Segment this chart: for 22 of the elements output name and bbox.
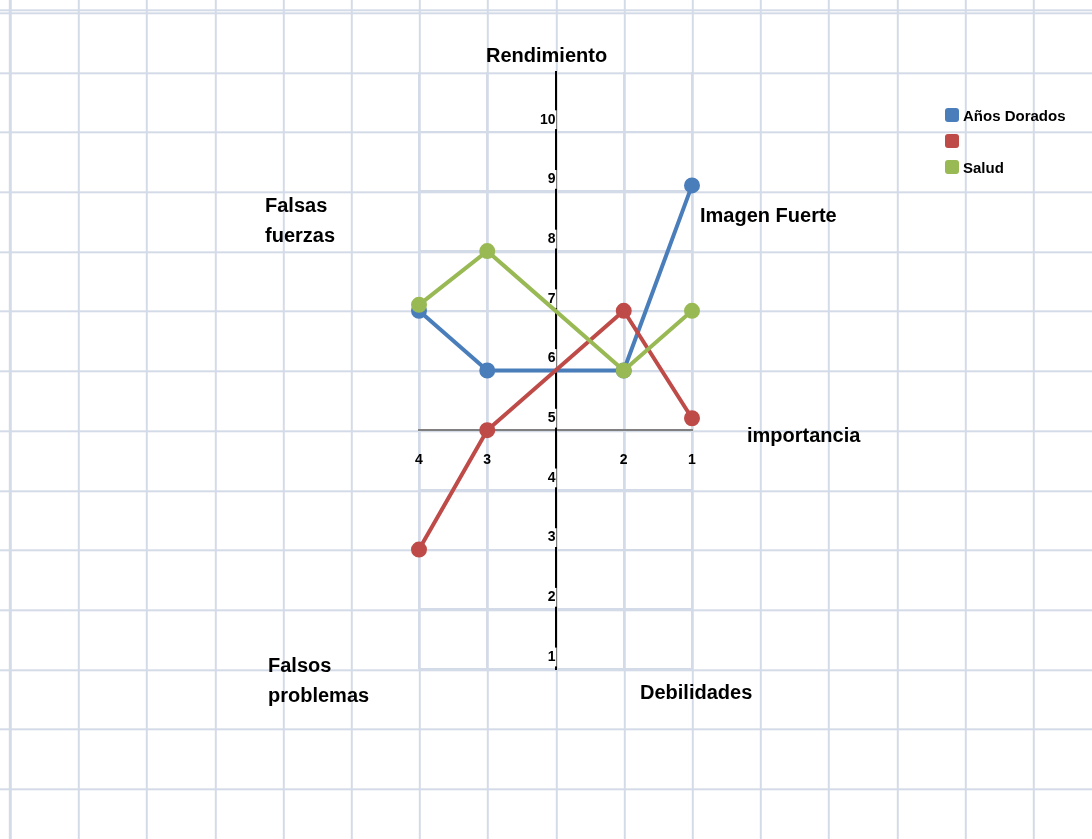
text: Imagen Fuerte <box>700 203 837 228</box>
x-tick-label: 1 <box>688 451 697 468</box>
x-axis-title: importancia <box>747 423 861 448</box>
text: Debilidades <box>640 680 753 705</box>
y-tick-label: 4 <box>547 468 556 485</box>
y-tick-label: 1 <box>547 647 556 664</box>
y-tick-label: 9 <box>547 170 556 187</box>
y-tick-label: 2 <box>547 588 556 605</box>
y-tick-label: 7 <box>547 289 556 306</box>
y-axis-title: Rendimiento <box>486 43 608 68</box>
text: Falsos problemas <box>268 653 371 708</box>
text: Falsas fuerzas <box>265 193 337 248</box>
legend-label: Años Dorados <box>963 106 1066 124</box>
y-tick-label: 6 <box>547 349 556 366</box>
y-tick-label: 5 <box>547 409 556 426</box>
x-tick-label: 2 <box>619 451 628 468</box>
x-tick-label: 3 <box>483 451 492 468</box>
x-tick-label: 4 <box>415 451 424 468</box>
y-tick-label: 3 <box>547 528 556 545</box>
y-tick-label: 8 <box>547 229 556 246</box>
y-tick-label: 10 <box>539 110 556 127</box>
legend-label: Salud <box>963 158 1004 176</box>
